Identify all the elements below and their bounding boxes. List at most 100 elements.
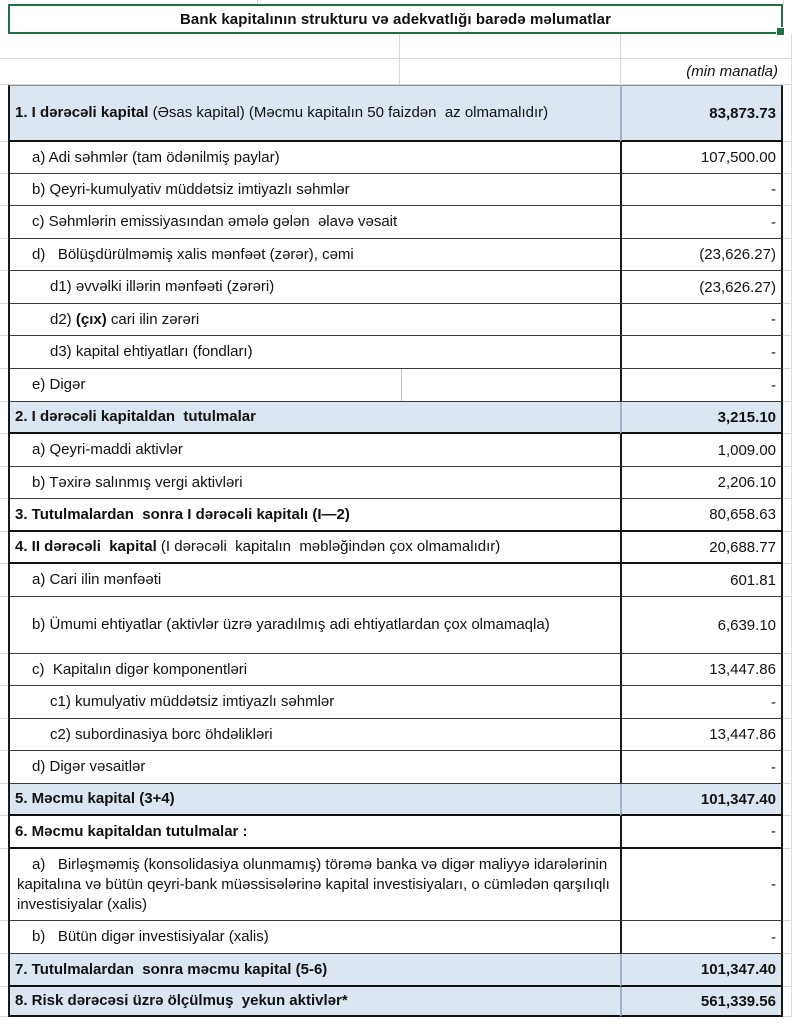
value-cell[interactable]: 3,215.10 — [620, 402, 783, 434]
value-cell[interactable]: 601.81 — [620, 564, 783, 597]
value-cell[interactable]: 1,009.00 — [620, 434, 783, 467]
label-cell[interactable]: c2) subordinasiya borc öhdəlikləri — [8, 719, 620, 751]
label-cell[interactable]: d) Bölüşdürülməmiş xalis mənfəət (zərər)… — [8, 239, 620, 271]
margin — [792, 654, 800, 686]
row-label-part: 8. Risk dərəcəsi üzrə ölçülmuş yekun akt… — [15, 992, 348, 1009]
table-row: a) Birləşməmiş (konsolidasiya olunmamış)… — [0, 849, 800, 921]
label-cell[interactable]: b) Bütün digər investisiyalar (xalis) — [8, 921, 620, 954]
gridline-stub — [0, 434, 8, 467]
row-label: 1. I dərəcəli kapital (Əsas kapital) (Mə… — [15, 103, 548, 123]
value-cell[interactable]: 13,447.86 — [620, 719, 783, 751]
row-label: b) Təxirə salınmış vergi aktivləri — [32, 473, 243, 493]
empty-cells[interactable] — [8, 34, 783, 59]
value-cell[interactable]: 80,658.63 — [620, 499, 783, 532]
margin — [792, 954, 800, 987]
row-label-part: d3) kapital ehtiyatları (fondları) — [50, 343, 253, 360]
selection-fill-handle[interactable] — [776, 27, 785, 36]
value-cell[interactable]: - — [620, 751, 783, 784]
row-label: 3. Tutulmalardan sonra I dərəcəli kapita… — [15, 505, 350, 525]
gridline-stub — [0, 499, 8, 532]
label-cell[interactable]: c) Kapitalın digər komponentləri — [8, 654, 620, 686]
value-cell[interactable]: - — [620, 849, 783, 921]
value-cell[interactable]: - — [620, 369, 783, 402]
margin — [792, 719, 800, 751]
label-cell[interactable]: 5. Məcmu kapital (3+4) — [8, 784, 620, 816]
label-cell[interactable]: 6. Məcmu kapitaldan tutulmalar : — [8, 816, 620, 849]
row-label: 5. Məcmu kapital (3+4) — [15, 789, 175, 809]
table-row: 5. Məcmu kapital (3+4) 101,347.40 — [0, 784, 800, 816]
value-cell[interactable]: 83,873.73 — [620, 85, 783, 142]
label-cell[interactable]: 3. Tutulmalardan sonra I dərəcəli kapita… — [8, 499, 620, 532]
label-cell[interactable]: e) Digər — [8, 369, 620, 402]
gridline-stub — [0, 564, 8, 597]
value-cell[interactable]: - — [620, 206, 783, 239]
label-cell[interactable]: d1) əvvəlki illərin mənfəəti (zərəri) — [8, 271, 620, 304]
label-cell[interactable]: 8. Risk dərəcəsi üzrə ölçülmuş yekun akt… — [8, 987, 620, 1017]
value-cell[interactable]: (23,626.27) — [620, 239, 783, 271]
value-cell[interactable]: - — [620, 816, 783, 849]
label-cell[interactable]: c) Səhmlərin emissiyasından əmələ gələn … — [8, 206, 620, 239]
value-cell[interactable]: - — [620, 304, 783, 336]
label-cell[interactable]: b) Ümumi ehtiyatlar (aktivlər üzrə yarad… — [8, 597, 620, 654]
value-cell[interactable]: 20,688.77 — [620, 532, 783, 564]
value-cell[interactable]: 107,500.00 — [620, 142, 783, 174]
row-label: 7. Tutulmalardan sonra məcmu kapital (5-… — [15, 960, 327, 980]
row-label: c2) subordinasiya borc öhdəlikləri — [50, 725, 273, 745]
value-cell[interactable]: - — [620, 921, 783, 954]
label-cell[interactable]: d3) kapital ehtiyatları (fondları) — [8, 336, 620, 369]
label-cell[interactable]: a) Cari ilin mənfəəti — [8, 564, 620, 597]
label-cell[interactable]: 4. II dərəcəli kapital (I dərəcəli kapit… — [8, 532, 620, 564]
gridline-stub — [783, 369, 792, 402]
table-row: d) Bölüşdürülməmiş xalis mənfəət (zərər)… — [0, 239, 800, 271]
table-row: c1) kumulyativ müddətsiz imtiyazlı səhml… — [0, 686, 800, 719]
gridline-stub — [0, 59, 8, 85]
label-cell[interactable]: d2) (çıx) cari ilin zərəri — [8, 304, 620, 336]
gridline — [399, 34, 400, 58]
value-cell[interactable]: - — [620, 686, 783, 719]
gridline-stub — [0, 142, 8, 174]
row-label-part: a) Adi səhmlər (tam ödənilmiş paylar) — [32, 148, 280, 166]
gridline-stub — [0, 597, 8, 654]
row-label: d1) əvvəlki illərin mənfəəti (zərəri) — [50, 277, 274, 297]
label-cell[interactable]: 1. I dərəcəli kapital (Əsas kapital) (Mə… — [8, 85, 620, 142]
title-cell[interactable]: Bank kapitalının strukturu və adekvatlığ… — [8, 4, 785, 36]
row-label: c1) kumulyativ müddətsiz imtiyazlı səhml… — [50, 692, 334, 712]
margin — [792, 206, 800, 239]
gridline-stub — [0, 816, 8, 849]
gridline-stub — [0, 336, 8, 369]
label-cell[interactable]: 2. I dərəcəli kapitaldan tutulmalar — [8, 402, 620, 434]
label-cell[interactable]: b) Təxirə salınmış vergi aktivləri — [8, 467, 620, 499]
margin — [792, 239, 800, 271]
label-cell[interactable]: d) Digər vəsaitlər — [8, 751, 620, 784]
label-cell[interactable]: 7. Tutulmalardan sonra məcmu kapital (5-… — [8, 954, 620, 987]
row-label-part: d2) — [50, 310, 76, 328]
row-label: d) Digər vəsaitlər — [32, 757, 145, 777]
gridline-stub — [783, 271, 792, 304]
row-label: 4. II dərəcəli kapital (I dərəcəli kapit… — [15, 537, 500, 557]
label-cell[interactable]: a) Birləşməmiş (konsolidasiya olunmamış)… — [8, 849, 620, 921]
value-cell[interactable]: - — [620, 174, 783, 206]
gridline-stub — [783, 499, 792, 532]
label-cell[interactable]: b) Qeyri-kumulyativ müddətsiz imtiyazlı … — [8, 174, 620, 206]
value-cell[interactable]: 561,339.56 — [620, 987, 783, 1017]
row-label-part: 2. I dərəcəli kapitaldan tutulmalar — [15, 408, 256, 425]
value-cell[interactable]: 2,206.10 — [620, 467, 783, 499]
row-label-part: c) Səhmlərin emissiyasından əmələ gələn … — [32, 213, 398, 230]
gridline-stub — [0, 849, 8, 921]
value-cell[interactable]: 101,347.40 — [620, 954, 783, 987]
label-cell[interactable]: a) Adi səhmlər (tam ödənilmiş paylar) — [8, 142, 620, 174]
unit-cells[interactable]: (min manatla) — [8, 59, 783, 85]
value-cell[interactable]: 13,447.86 — [620, 654, 783, 686]
table-row: d3) kapital ehtiyatları (fondları) - — [0, 336, 800, 369]
value-cell[interactable]: 101,347.40 — [620, 784, 783, 816]
value-cell[interactable]: - — [620, 336, 783, 369]
value-cell[interactable]: (23,626.27) — [620, 271, 783, 304]
gridline — [620, 34, 621, 58]
table-row: a) Adi səhmlər (tam ödənilmiş paylar) 107… — [0, 142, 800, 174]
label-cell[interactable]: a) Qeyri-maddi aktivlər — [8, 434, 620, 467]
label-cell[interactable]: c1) kumulyativ müddətsiz imtiyazlı səhml… — [8, 686, 620, 719]
empty-row — [0, 34, 800, 59]
value-cell[interactable]: 6,639.10 — [620, 597, 783, 654]
table-row: 2. I dərəcəli kapitaldan tutulmalar 3,215… — [0, 402, 800, 434]
